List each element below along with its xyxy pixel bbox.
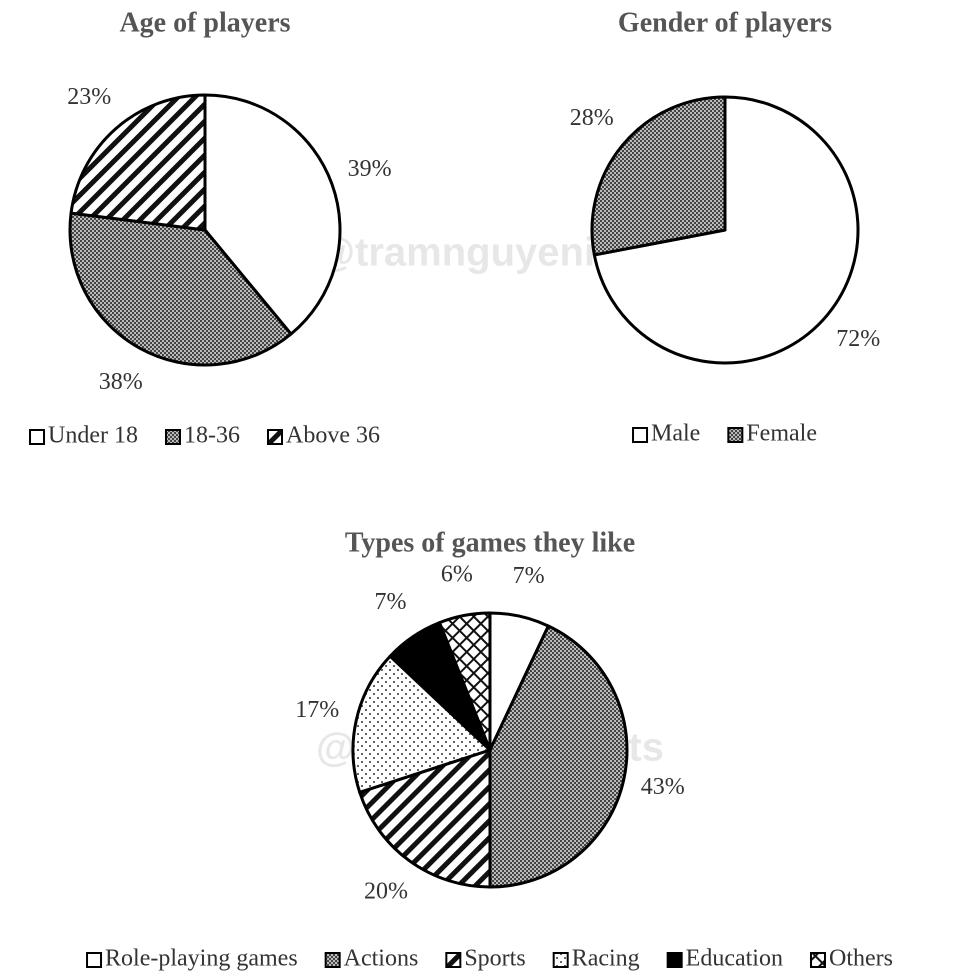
legend-swatch <box>809 952 826 968</box>
legend-label: Role-playing games <box>105 946 298 972</box>
data-label: 39% <box>348 156 392 182</box>
legend-label: Female <box>746 421 817 447</box>
data-label: 72% <box>836 326 880 352</box>
pie-slice <box>351 654 492 794</box>
legend-label: Others <box>829 946 893 972</box>
pie-slice <box>438 611 492 752</box>
legend-label: Male <box>651 421 700 447</box>
data-label: 20% <box>364 879 408 905</box>
chart-title: Types of games they like <box>345 527 635 558</box>
data-label: 7% <box>375 589 407 615</box>
legend-label: Sports <box>464 946 525 972</box>
legend-swatch <box>324 952 341 968</box>
legend-label: Under 18 <box>48 423 138 449</box>
legend-swatch <box>727 427 744 443</box>
legend-swatch <box>552 952 569 968</box>
legend-swatch <box>445 952 462 968</box>
data-label: 38% <box>99 369 143 395</box>
legend-swatch <box>666 952 683 968</box>
legend-label: Above 36 <box>286 423 380 449</box>
legend-label: Education <box>686 946 783 972</box>
data-label: 43% <box>641 774 685 800</box>
pie-slice <box>358 748 492 889</box>
data-label: 23% <box>67 84 111 110</box>
legend-swatch <box>29 429 46 445</box>
data-label: 7% <box>513 563 545 589</box>
data-label: 6% <box>441 562 473 588</box>
legend-label: Racing <box>572 946 640 972</box>
legend-swatch <box>165 429 181 445</box>
legend: Role-playing games Actions Sports Racing Edu… <box>86 946 893 972</box>
legend-swatch <box>632 427 649 443</box>
data-label: 28% <box>570 105 614 131</box>
legend-label: Actions <box>344 946 419 972</box>
pie-slice <box>203 93 342 336</box>
pie-slice <box>590 95 727 257</box>
legend: Under 18 18-36 Above 36 <box>29 423 380 449</box>
chart-title: Gender of players <box>618 7 832 38</box>
pie-slice <box>68 211 293 367</box>
chart-title: Age of players <box>119 7 290 38</box>
pie-slice <box>488 624 629 889</box>
pie-slice <box>69 93 207 232</box>
data-label: 17% <box>295 697 339 723</box>
legend-swatch <box>86 952 103 968</box>
legend-swatch <box>267 429 283 445</box>
legend: Male Female <box>632 421 817 447</box>
legend-label: 18-36 <box>184 423 240 449</box>
